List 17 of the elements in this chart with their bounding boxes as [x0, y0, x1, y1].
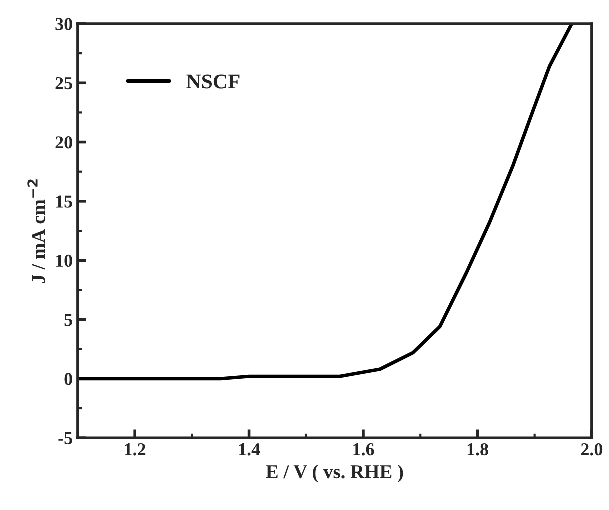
y-tick-label: 25	[56, 77, 72, 90]
line-series	[78, 24, 574, 381]
y-tick-label: 20	[56, 136, 72, 149]
y-tick-label: 15	[56, 196, 72, 208]
y-tick-label: 5	[64, 314, 72, 326]
y-tick-label: 30	[56, 18, 72, 30]
x-axis-title: E / V ( vs. RHE )	[266, 464, 404, 483]
y-tick-label: 10	[56, 254, 72, 268]
x-tick-label: 1.4	[239, 444, 260, 456]
x-tick-label: 1.6	[354, 444, 374, 456]
x-tick-label: 1.8	[468, 443, 488, 456]
legend-label: NSCF	[186, 74, 240, 89]
x-tick-label: 1.2	[125, 444, 146, 456]
y-axis-title: J / mA cm$^{−2}$	[28, 180, 46, 284]
y-tick-label: 0	[64, 373, 72, 386]
y-tick-label: -5	[58, 432, 72, 445]
x-tick-label: 2.0	[581, 443, 603, 456]
